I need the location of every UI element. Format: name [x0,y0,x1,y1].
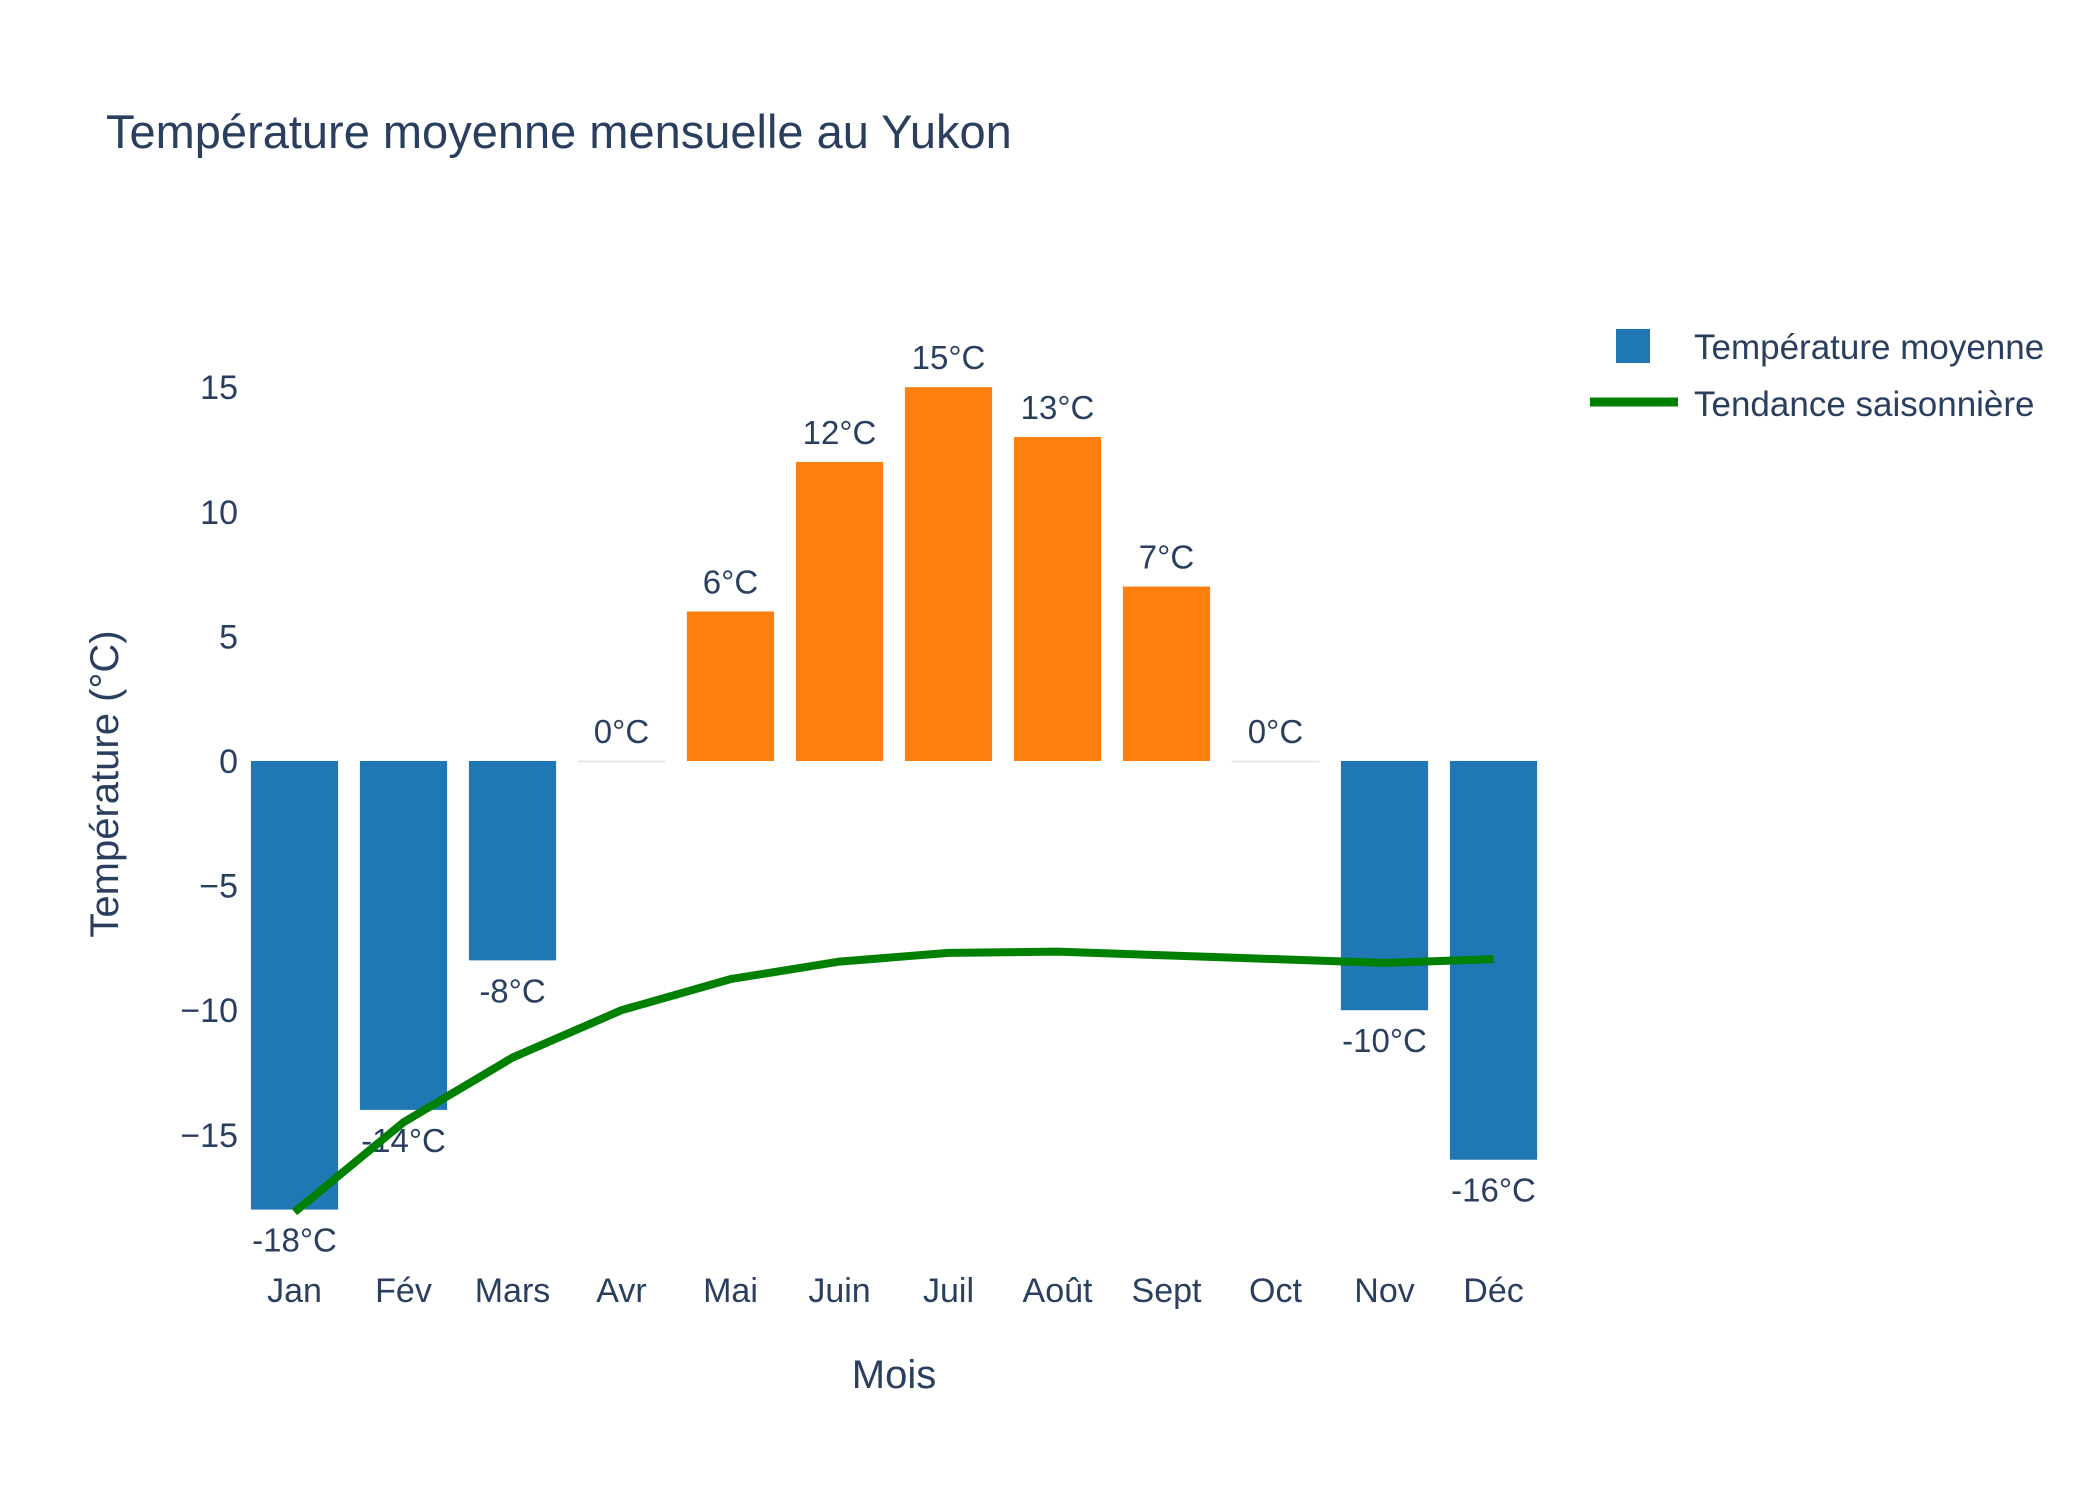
legend-label-trend: Tendance saisonnière [1694,385,2035,424]
trend-line [291,947,1494,1216]
x-axis: Jan Fév Mars Avr Mai Juin Juil Août Sept Oct Nov Dé… [267,1272,1524,1310]
x-tick-label: Avr [596,1272,646,1310]
bar-Mai [686,611,775,761]
bar-series [250,387,1538,1210]
bar-label-Août: 13°C [1021,389,1095,426]
x-axis-title: Mois [852,1353,936,1397]
legend-swatch-temperature [1616,329,1650,363]
bar-labels: -18°C-14°C-8°C0°C6°C12°C15°C13°C7°C0°C-1… [252,339,1536,1258]
x-tick-label: Déc [1463,1272,1523,1310]
chart-title: Température moyenne mensuelle au Yukon [106,105,1012,158]
y-tick-label: −5 [199,868,238,906]
y-axis-title: Température (°C) [83,630,127,937]
x-tick-label: Mai [703,1272,758,1310]
bar-Août [1013,437,1102,761]
bar-Juin [795,461,884,761]
bar-label-Mai: 6°C [703,563,758,600]
x-tick-label: Oct [1249,1272,1302,1310]
bar-label-Déc: -16°C [1451,1172,1536,1209]
y-tick-label: 0 [219,743,238,781]
x-tick-label: Juil [923,1272,974,1310]
bar-label-Jan: -18°C [252,1222,337,1259]
bar-Sept [1122,586,1211,761]
bar-label-Avr: 0°C [594,713,649,750]
y-tick-label: −10 [180,992,238,1030]
y-tick-label: −15 [180,1117,238,1155]
bar-Avr [577,760,666,763]
bar-label-Oct: 0°C [1248,713,1303,750]
y-tick-label: 5 [219,618,238,656]
x-tick-label: Nov [1354,1272,1414,1310]
x-tick-label: Jan [267,1272,322,1310]
bar-Juil [904,387,993,761]
x-tick-label: Août [1023,1272,1093,1310]
legend-label-temperature: Température moyenne [1694,328,2044,367]
trend-line-series [291,947,1494,1216]
legend: Température moyenne Tendance saisonnière [1590,328,2044,424]
x-tick-label: Fév [375,1272,432,1310]
x-tick-label: Mars [475,1272,551,1310]
bar-Mars [468,761,557,961]
bar-Oct [1231,760,1320,763]
y-axis: 15 10 5 0 −5 −10 −15 [180,369,238,1155]
x-tick-label: Sept [1132,1272,1202,1310]
y-tick-label: 10 [200,494,238,532]
bar-Fév [359,761,448,1110]
bar-label-Juin: 12°C [803,414,877,451]
y-tick-label: 15 [200,369,238,407]
bar-Nov [1340,761,1429,1011]
bar-label-Nov: -10°C [1342,1022,1427,1059]
bar-label-Juil: 15°C [912,339,986,376]
bar-label-Mars: -8°C [479,972,545,1009]
x-tick-label: Juin [808,1272,870,1310]
bar-Jan [250,761,339,1210]
bar-label-Sept: 7°C [1139,539,1194,576]
